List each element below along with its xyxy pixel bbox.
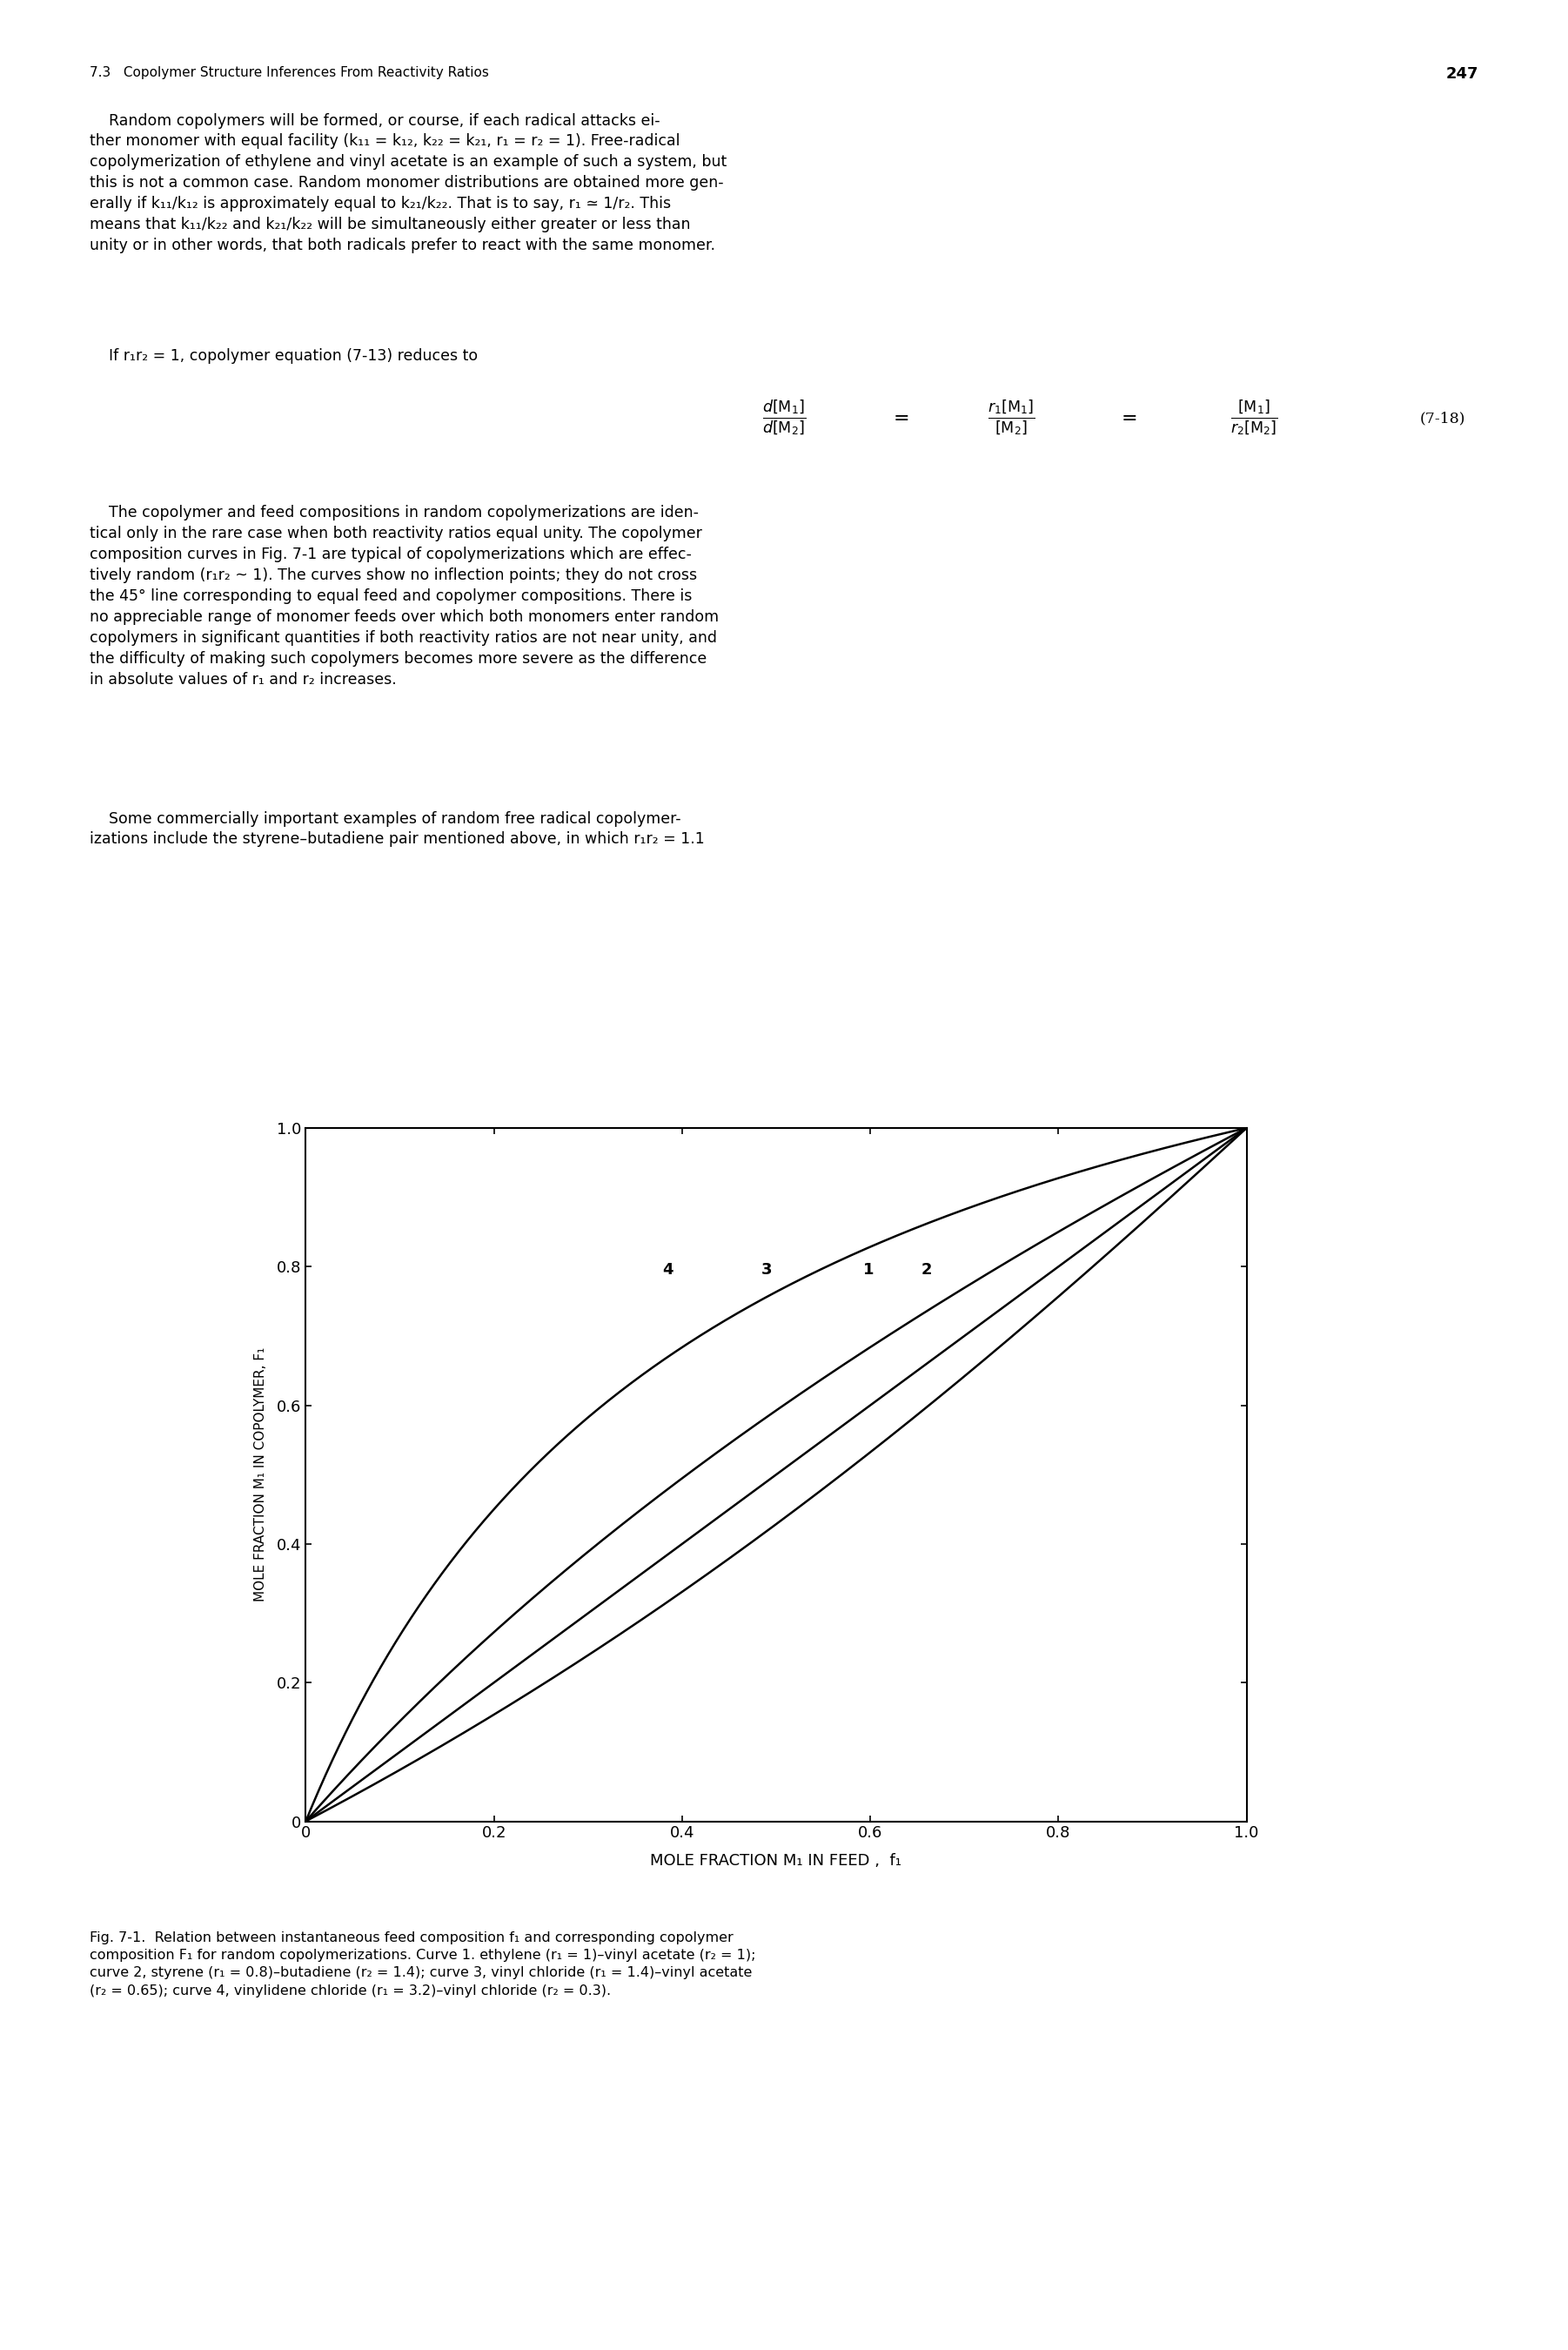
Text: $\frac{r_1[\mathrm{M}_1]}{[\mathrm{M}_2]}$: $\frac{r_1[\mathrm{M}_1]}{[\mathrm{M}_2]…	[988, 400, 1035, 437]
Text: (7-18): (7-18)	[1419, 411, 1466, 425]
Text: 3: 3	[762, 1262, 771, 1278]
Text: 7.3   Copolymer Structure Inferences From Reactivity Ratios: 7.3 Copolymer Structure Inferences From …	[89, 66, 489, 80]
Text: =: =	[1121, 409, 1137, 428]
Text: The copolymer and feed compositions in random copolymerizations are iden-
tical : The copolymer and feed compositions in r…	[89, 505, 718, 686]
Text: 1: 1	[862, 1262, 873, 1278]
X-axis label: MOLE FRACTION M₁ IN FEED ,  f₁: MOLE FRACTION M₁ IN FEED , f₁	[651, 1854, 902, 1868]
Text: 4: 4	[663, 1262, 673, 1278]
Text: $\frac{d[\mathrm{M}_1]}{d[\mathrm{M}_2]}$: $\frac{d[\mathrm{M}_1]}{d[\mathrm{M}_2]}…	[762, 400, 806, 437]
Text: Fig. 7-1.  Relation between instantaneous feed composition f₁ and corresponding : Fig. 7-1. Relation between instantaneous…	[89, 1932, 756, 1998]
Y-axis label: MOLE FRACTION M₁ IN COPOLYMER, F₁: MOLE FRACTION M₁ IN COPOLYMER, F₁	[254, 1347, 267, 1603]
Text: If r₁r₂ = 1, copolymer equation (7-13) reduces to: If r₁r₂ = 1, copolymer equation (7-13) r…	[89, 348, 478, 364]
Text: Random copolymers will be formed, or course, if each radical attacks ei-
ther mo: Random copolymers will be formed, or cou…	[89, 113, 726, 254]
Text: 2: 2	[922, 1262, 931, 1278]
Text: =: =	[894, 409, 909, 428]
Text: $\frac{[\mathrm{M}_1]}{r_2[\mathrm{M}_2]}$: $\frac{[\mathrm{M}_1]}{r_2[\mathrm{M}_2]…	[1231, 400, 1278, 437]
Text: Some commercially important examples of random free radical copolymer-
izations : Some commercially important examples of …	[89, 811, 704, 848]
Text: 247: 247	[1446, 66, 1479, 82]
